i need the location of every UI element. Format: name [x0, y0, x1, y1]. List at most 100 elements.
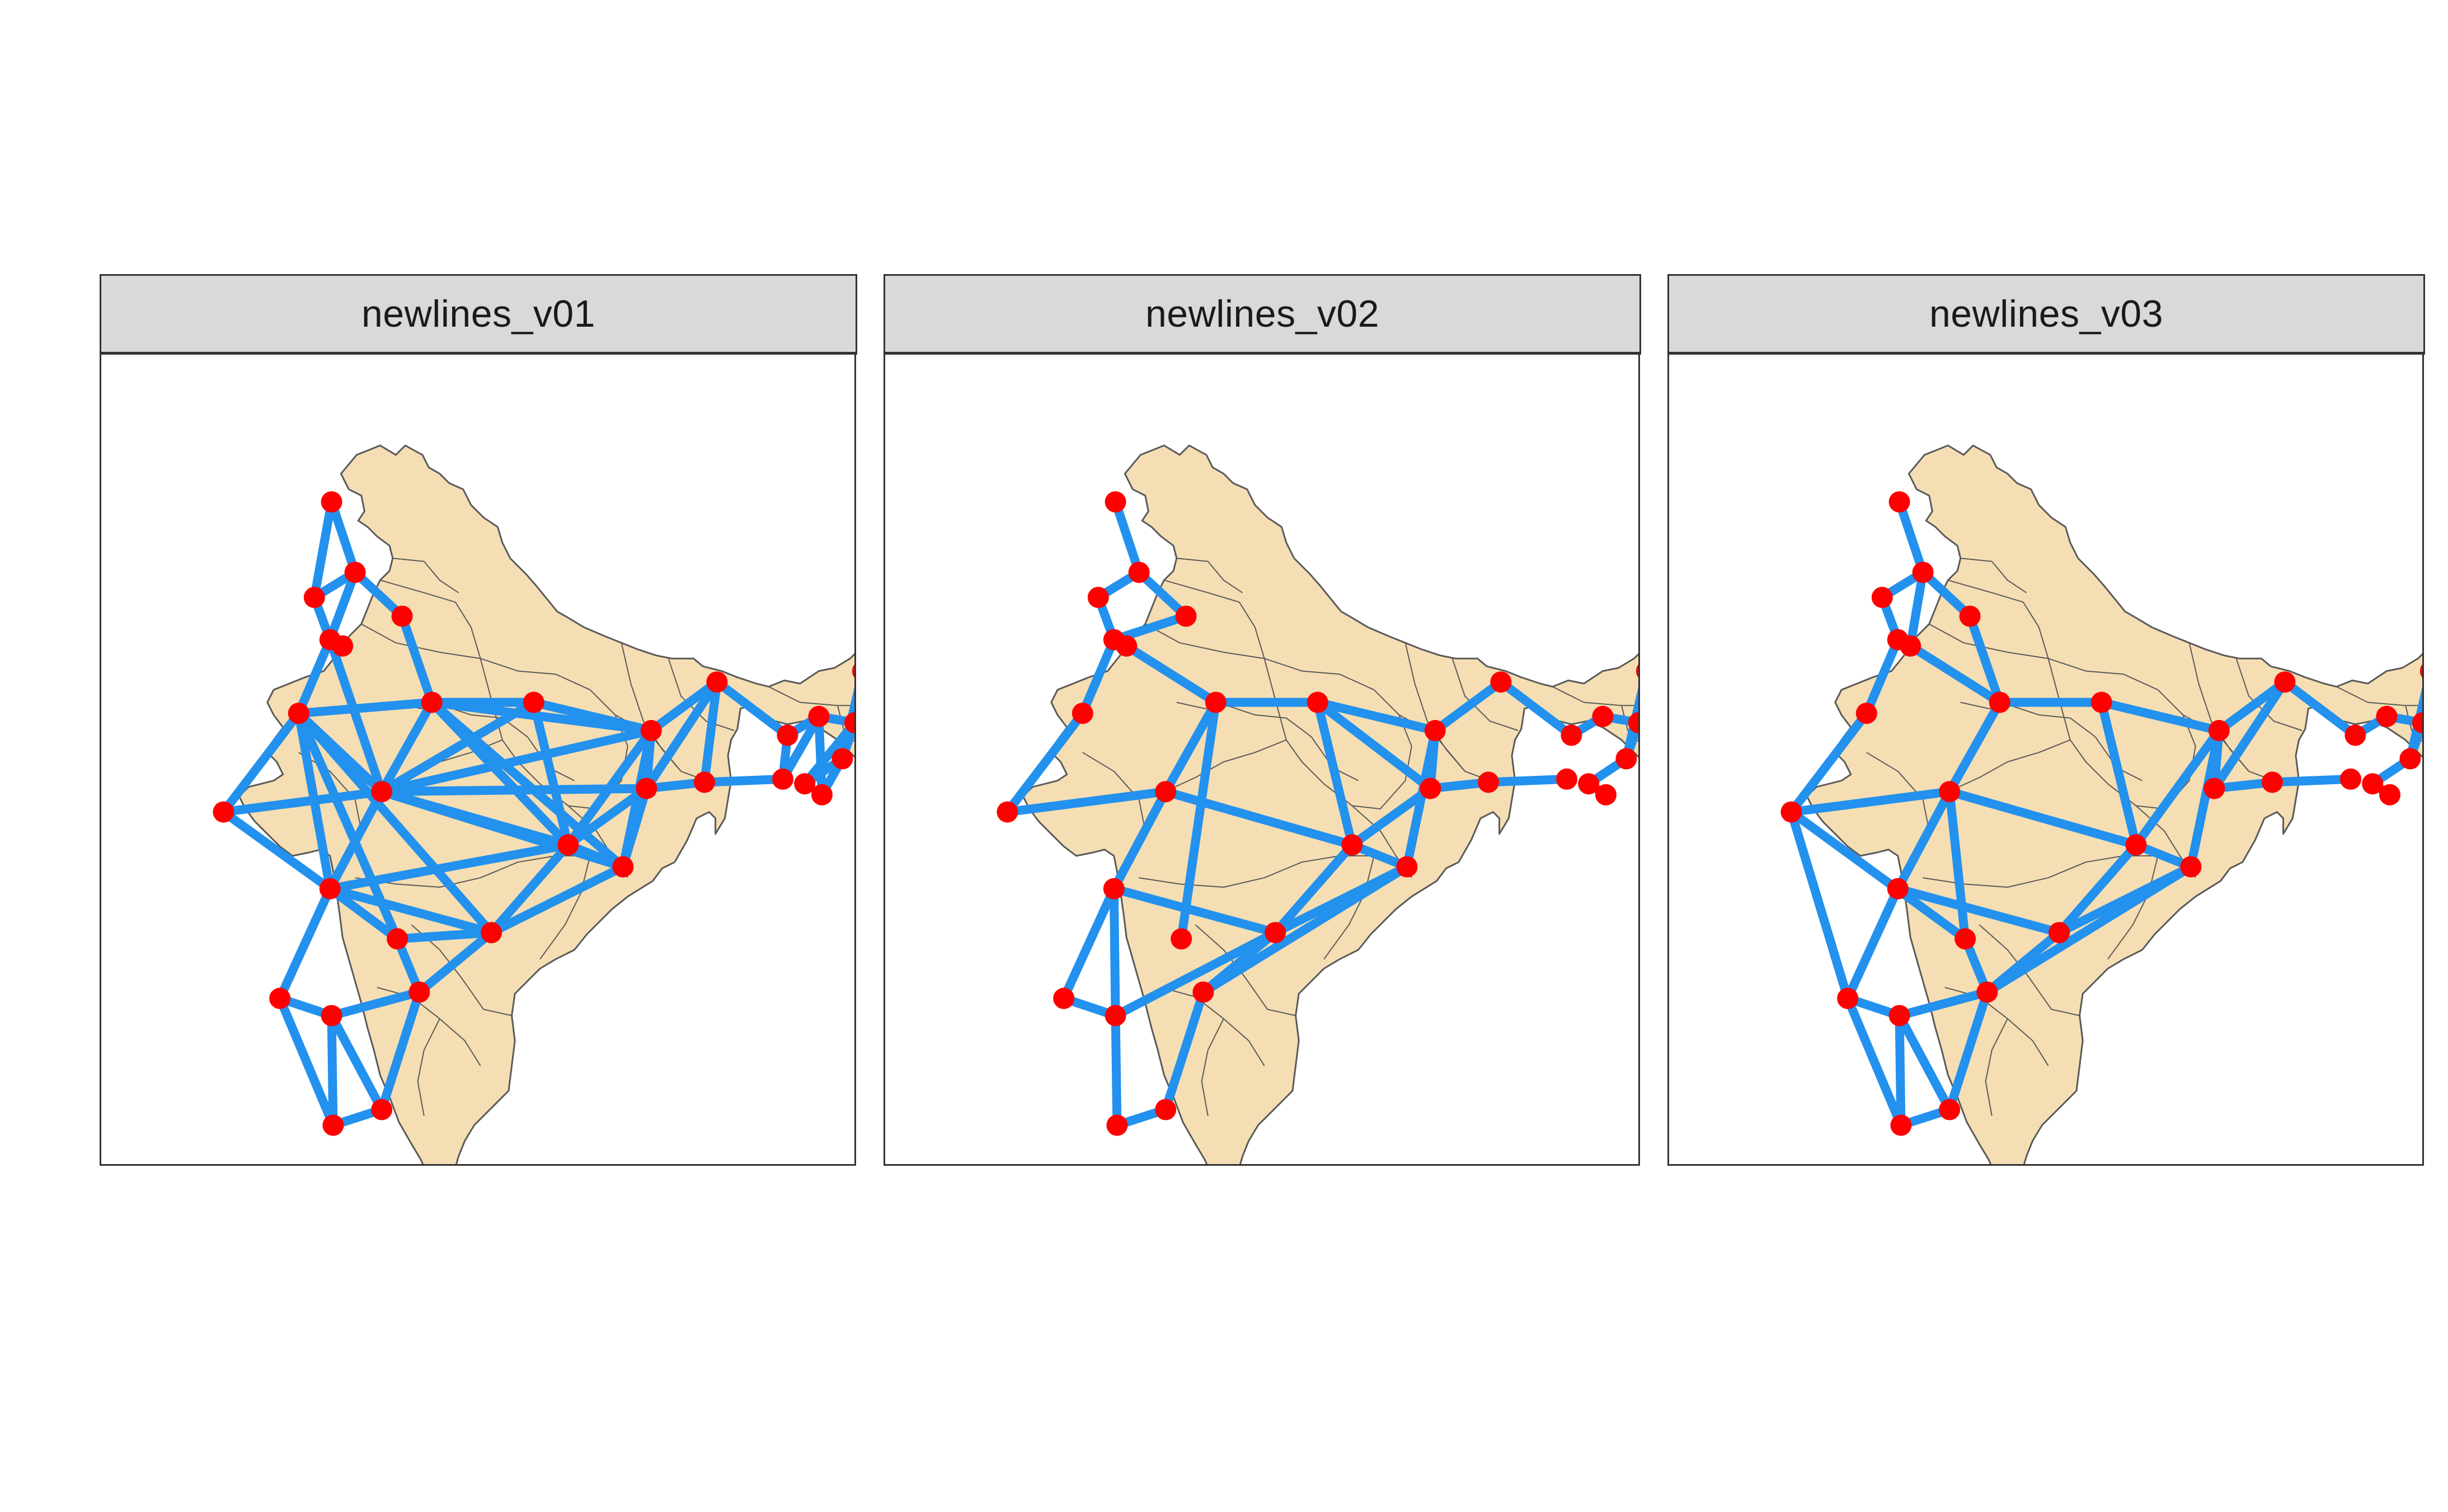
network-node [612, 856, 634, 878]
network-node [1837, 987, 1859, 1009]
network-line [1906, 568, 1928, 651]
facet-panel-v02: newlines_v02 [884, 274, 1641, 1166]
network-line [1945, 787, 1970, 944]
facet-title: newlines_v02 [1145, 293, 1380, 335]
network-node [640, 720, 662, 741]
network-node [213, 801, 234, 823]
network-node [636, 778, 657, 799]
network-line [1199, 862, 1412, 997]
facet-panel-v01: newlines_v01 [100, 274, 857, 1166]
network-line [529, 698, 573, 850]
network-node [2362, 773, 2384, 795]
network-node [1053, 987, 1075, 1009]
network-node [288, 703, 309, 724]
state-border [2010, 705, 2096, 738]
network-line [1177, 698, 1220, 944]
network-line [1313, 698, 1357, 850]
network-node [852, 664, 854, 678]
network-line [1843, 884, 1902, 1003]
map-svg [213, 444, 854, 1164]
network-line [1982, 862, 2196, 997]
network-node [523, 691, 544, 713]
network-line [487, 862, 628, 938]
network-line [294, 698, 436, 718]
network-node [1855, 703, 1877, 724]
state-border [1948, 580, 2049, 659]
network-line [377, 698, 538, 797]
network-node [1420, 778, 1441, 799]
network-line [1313, 698, 1440, 735]
network-node [2399, 748, 2421, 770]
map-plot [1667, 353, 2424, 1166]
network-node [1171, 928, 1192, 950]
network-node [1592, 705, 1614, 727]
facet-strip: newlines_v02 [884, 274, 1641, 355]
network-node [332, 635, 354, 657]
network-node [1155, 781, 1177, 803]
network-line [2268, 774, 2355, 787]
network-line [327, 1011, 338, 1130]
network-line [325, 840, 573, 893]
state-border [443, 705, 528, 738]
network-node [371, 781, 393, 803]
state-border [1339, 673, 1412, 809]
network-line [1484, 774, 1571, 787]
network-node [1175, 605, 1197, 627]
network-node [2412, 712, 2422, 733]
country-outline [1806, 444, 2422, 1164]
network-line [487, 840, 573, 938]
network-line [2214, 677, 2290, 735]
network-line [1313, 698, 1435, 793]
state-border [2047, 658, 2137, 807]
network-node [421, 691, 443, 713]
network-node [794, 773, 816, 795]
network-line [1430, 677, 1506, 735]
network-node [1595, 784, 1617, 806]
network-line [618, 784, 651, 872]
network-node [997, 801, 1018, 823]
network-line [1134, 568, 1191, 621]
network-line [1161, 987, 1208, 1114]
network-node [1424, 720, 1446, 741]
network-line [393, 928, 496, 944]
network-line [1893, 787, 1954, 893]
state-border [1201, 1018, 1224, 1116]
network-node [557, 834, 579, 856]
network-node [1900, 635, 1921, 657]
state-border [1195, 924, 1296, 1016]
network-line [1895, 497, 1928, 577]
state-border [539, 855, 591, 960]
network-line [563, 784, 651, 850]
state-border [1164, 580, 1265, 659]
network-node [1105, 491, 1126, 513]
network-line [1122, 641, 1220, 707]
map-svg [1780, 444, 2422, 1164]
network-line [700, 774, 787, 787]
network-node [1192, 981, 1214, 1003]
network-node [1490, 671, 1512, 693]
network-node [1072, 703, 1093, 724]
state-border [411, 924, 512, 1016]
network-line [800, 718, 854, 789]
network-node [344, 562, 366, 583]
network-node [772, 768, 793, 790]
network-node [1954, 928, 1976, 950]
network-node [387, 928, 408, 950]
network-node [319, 878, 341, 899]
network-line [1895, 1011, 1954, 1114]
network-node [1265, 922, 1286, 944]
network-node [2344, 724, 2366, 746]
network-line [1787, 807, 1853, 1003]
network-line [1109, 787, 1171, 893]
state-border [2235, 658, 2303, 731]
network-line [1111, 1011, 1122, 1130]
network-line [377, 726, 656, 797]
network-line [1893, 884, 2064, 938]
network-line [327, 497, 360, 577]
network-line [1003, 787, 1171, 817]
state-border [380, 580, 481, 659]
network-line [1109, 884, 1120, 1020]
network-line [1496, 677, 1576, 740]
network-line [377, 784, 651, 797]
